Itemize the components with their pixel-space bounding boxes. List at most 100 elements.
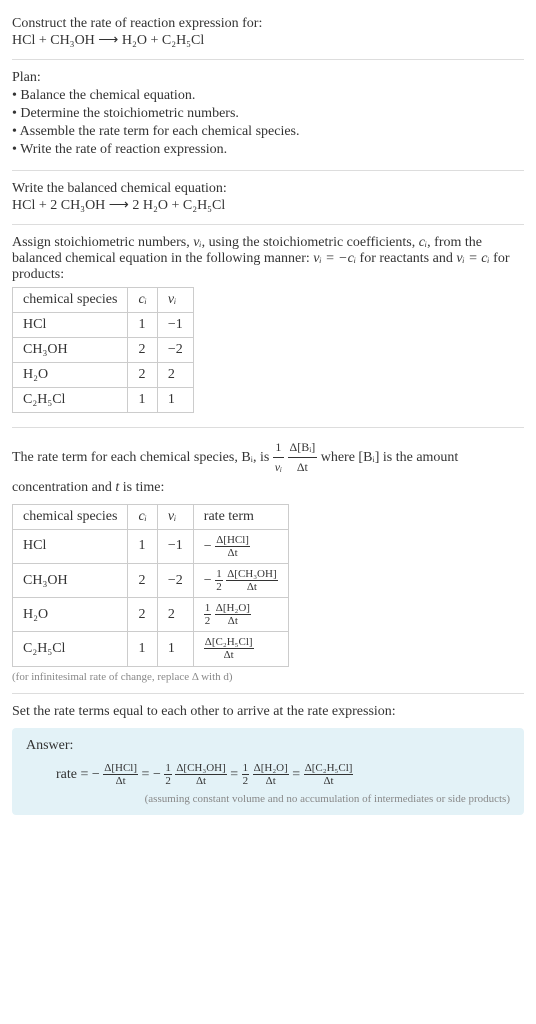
fraction: Δ[CH₃OH] Δt	[226, 568, 277, 593]
frac-den: 2	[204, 615, 212, 627]
frac-num: Δ[HCl]	[215, 534, 250, 547]
stoich-section: Assign stoichiometric numbers, νᵢ, using…	[12, 229, 524, 423]
table-header-row: chemical species cᵢ νᵢ	[13, 288, 194, 313]
equals-sign: =	[230, 766, 241, 781]
cell-ci: 1	[128, 529, 157, 563]
frac-num: Δ[C₂H₅Cl]	[204, 636, 254, 649]
minus-sign: −	[92, 766, 100, 781]
frac-den: 2	[215, 581, 223, 593]
plan-item: • Write the rate of reaction expression.	[12, 142, 524, 158]
frac-den: Δt	[103, 775, 138, 787]
table-row: H₂O 2 2 1 2 Δ[H₂O] Δt	[13, 598, 289, 632]
table-row: CH₃OH 2 −2 − 1 2 Δ[CH₃OH] Δt	[13, 563, 289, 597]
plan-section: Plan: • Balance the chemical equation. •…	[12, 64, 524, 166]
col-ci: cᵢ	[128, 288, 157, 313]
symbol: νᵢ	[168, 509, 176, 524]
cell-nu: −1	[157, 529, 193, 563]
cell-species: CH₃OH	[13, 338, 128, 363]
frac-num: Δ[H₂O]	[253, 762, 289, 775]
table-header-row: chemical species cᵢ νᵢ rate term	[13, 504, 289, 529]
final-section: Set the rate terms equal to each other t…	[12, 698, 524, 821]
frac-num: 1	[204, 602, 212, 615]
fraction: Δ[HCl] Δt	[103, 762, 138, 787]
cell-species: H₂O	[13, 363, 128, 388]
symbol: νᵢ	[193, 235, 201, 250]
plan-item: • Assemble the rate term for each chemic…	[12, 124, 524, 140]
col-ci: cᵢ	[128, 504, 157, 529]
frac-den: Δt	[288, 458, 318, 477]
relation: νᵢ = −cᵢ	[313, 251, 356, 266]
fraction: 1 2	[204, 602, 212, 627]
fraction: Δ[C₂H₅Cl] Δt	[204, 636, 254, 661]
rateterm-table: chemical species cᵢ νᵢ rate term HCl 1 −…	[12, 504, 289, 667]
frac-num: 1	[273, 438, 284, 458]
cell-ci: 1	[128, 388, 157, 413]
cell-ci: 1	[128, 313, 157, 338]
cell-nu: 2	[157, 363, 193, 388]
text: , using the stoichiometric coefficients,	[202, 235, 419, 250]
cell-rateterm: − Δ[HCl] Δt	[193, 529, 288, 563]
fraction: Δ[HCl] Δt	[215, 534, 250, 559]
symbol: cᵢ	[138, 292, 146, 307]
plan-item: • Balance the chemical equation.	[12, 88, 524, 104]
balanced-equation: HCl + 2 CH₃OH ⟶ 2 H₂O + C₂H₅Cl	[12, 197, 524, 214]
frac-den: Δt	[175, 775, 226, 787]
frac-den: νᵢ	[273, 458, 284, 477]
cell-nu: 1	[157, 632, 193, 666]
answer-box: Answer: rate = − Δ[HCl] Δt = − 1 2 Δ[CH₃…	[12, 728, 524, 815]
symbol: νᵢ	[275, 460, 282, 474]
table-row: HCl 1 −1 − Δ[HCl] Δt	[13, 529, 289, 563]
cell-ci: 2	[128, 598, 157, 632]
minus-sign: −	[204, 539, 212, 554]
frac-num: 1	[242, 762, 250, 775]
cell-species: CH₃OH	[13, 563, 128, 597]
fraction: Δ[CH₃OH] Δt	[175, 762, 226, 787]
frac-den: Δt	[304, 775, 354, 787]
cell-nu: −2	[157, 563, 193, 597]
cell-ci: 2	[128, 563, 157, 597]
plan-item: • Determine the stoichiometric numbers.	[12, 106, 524, 122]
symbol: cᵢ	[419, 235, 427, 250]
rateterm-paragraph: The rate term for each chemical species,…	[12, 438, 524, 500]
frac-den: 2	[242, 775, 250, 787]
cell-rateterm: 1 2 Δ[H₂O] Δt	[193, 598, 288, 632]
cell-species: HCl	[13, 313, 128, 338]
cell-species: C₂H₅Cl	[13, 632, 128, 666]
frac-den: Δt	[204, 649, 254, 661]
frac-den: 2	[164, 775, 172, 787]
table-row: C₂H₅Cl 1 1 Δ[C₂H₅Cl] Δt	[13, 632, 289, 666]
problem-equation: HCl + CH₃OH ⟶ H₂O + C₂H₅Cl	[12, 32, 524, 49]
fraction: 1 2	[164, 762, 172, 787]
cell-rateterm: − 1 2 Δ[CH₃OH] Δt	[193, 563, 288, 597]
fraction: Δ[C₂H₅Cl] Δt	[304, 762, 354, 787]
minus-sign: −	[204, 573, 212, 588]
table-row: H₂O 2 2	[13, 363, 194, 388]
balanced-section: Write the balanced chemical equation: HC…	[12, 175, 524, 220]
problem-text: Construct the rate of reaction expressio…	[12, 16, 524, 32]
frac-den: Δt	[253, 775, 289, 787]
table-note: (for infinitesimal rate of change, repla…	[12, 671, 524, 683]
cell-ci: 1	[128, 632, 157, 666]
frac-num: Δ[HCl]	[103, 762, 138, 775]
text: The rate term for each chemical species,…	[12, 450, 273, 465]
cell-species: H₂O	[13, 598, 128, 632]
fraction: 1 2	[215, 568, 223, 593]
col-species: chemical species	[13, 504, 128, 529]
final-text: Set the rate terms equal to each other t…	[12, 704, 524, 720]
frac-num: Δ[CH₃OH]	[175, 762, 226, 775]
answer-equation: rate = − Δ[HCl] Δt = − 1 2 Δ[CH₃OH] Δt =…	[56, 762, 510, 787]
text: is time:	[119, 480, 164, 495]
problem-section: Construct the rate of reaction expressio…	[12, 10, 524, 55]
frac-num: Δ[C₂H₅Cl]	[304, 762, 354, 775]
cell-nu: −1	[157, 313, 193, 338]
cell-nu: −2	[157, 338, 193, 363]
stoich-paragraph: Assign stoichiometric numbers, νᵢ, using…	[12, 235, 524, 283]
table-row: C₂H₅Cl 1 1	[13, 388, 194, 413]
frac-num: Δ[H₂O]	[215, 602, 251, 615]
frac-den: Δt	[226, 581, 277, 593]
fraction: Δ[H₂O] Δt	[253, 762, 289, 787]
rateterm-section: The rate term for each chemical species,…	[12, 432, 524, 689]
cell-rateterm: Δ[C₂H₅Cl] Δt	[193, 632, 288, 666]
cell-ci: 2	[128, 363, 157, 388]
balanced-text: Write the balanced chemical equation:	[12, 181, 524, 197]
